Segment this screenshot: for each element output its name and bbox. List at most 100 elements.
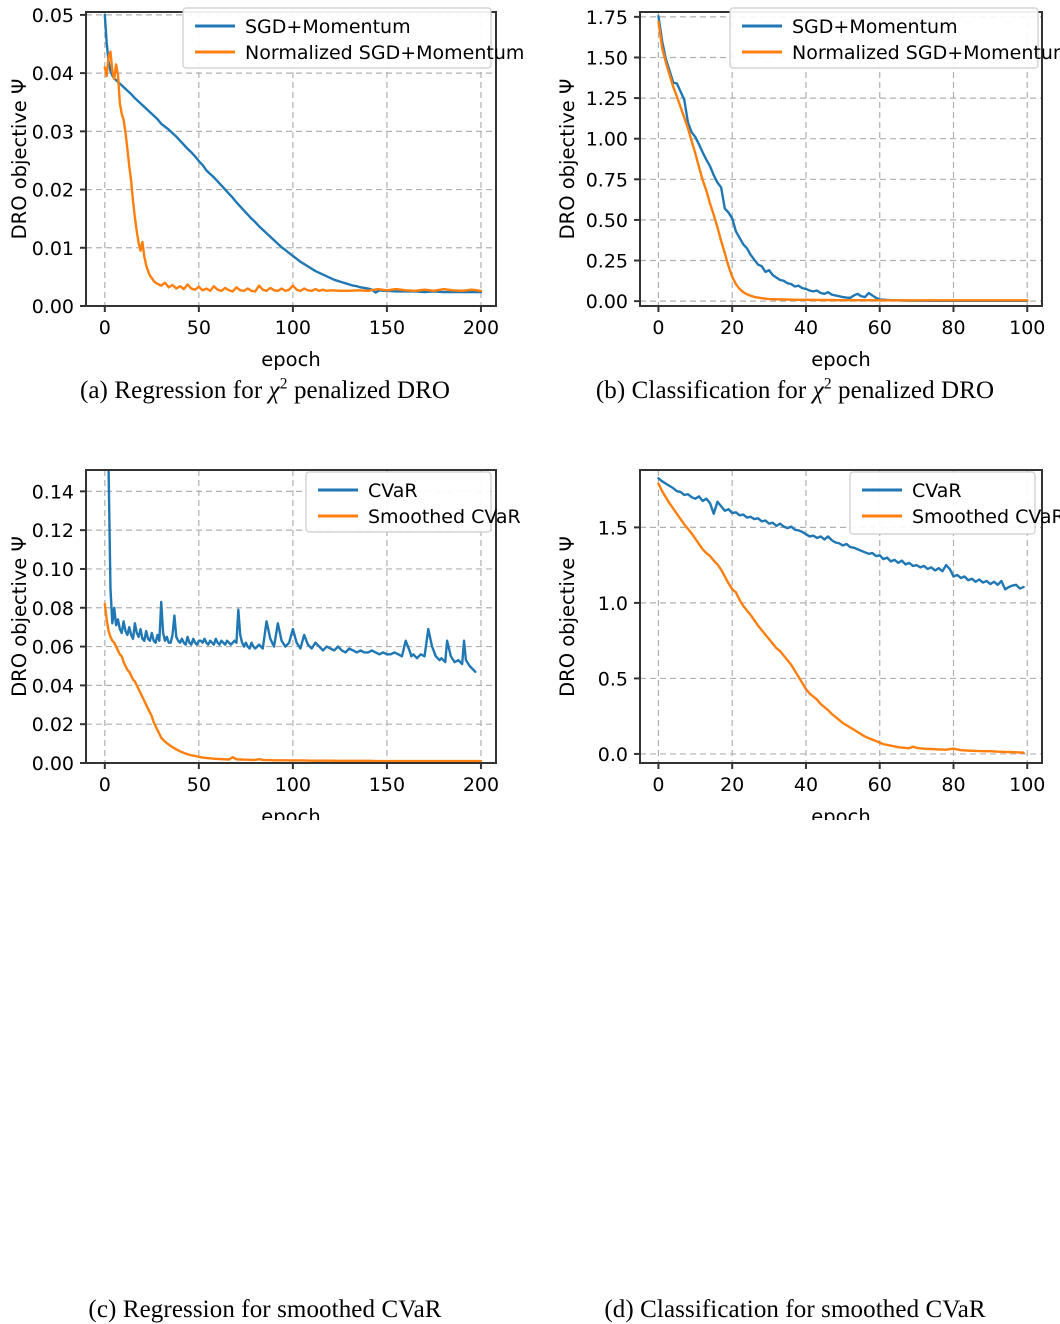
- x-tick-label: 0: [99, 317, 111, 339]
- panel-d: 0 20 40 60 80 100 0.0 0.5 1.0 1.5 epoch DRO objecti…: [530, 450, 1060, 1323]
- y-tick-label: 1.50: [586, 47, 628, 69]
- caption-a-sup: 2: [279, 375, 288, 393]
- y-tick-label: 1.75: [586, 7, 628, 29]
- legend: SGD+Momentum Normalized SGD+Momentum: [182, 7, 524, 69]
- caption-b: (b) Classification for χ2 penalized DRO: [530, 375, 1060, 405]
- x-tick-label: 20: [720, 317, 744, 339]
- x-tick-label: 0: [99, 774, 111, 796]
- series-line-2: [103, 602, 483, 763]
- x-axis-title: epoch: [811, 805, 870, 820]
- x-tick-label: 100: [1009, 317, 1045, 339]
- caption-a-prefix: (a): [79, 377, 108, 404]
- series-line-1: [107, 470, 477, 673]
- x-tick-label: 80: [941, 774, 965, 796]
- y-tick-label: 0.5: [598, 668, 628, 690]
- plot-b: 0 20 40 60 80 100 0.00 0.25 0.50 0.75 1.00 1.25 1.50…: [556, 7, 1060, 370]
- legend-label: SGD+Momentum: [792, 16, 958, 38]
- y-axis-title: DRO objective Ψ: [556, 536, 579, 697]
- y-tick-label: 0.50: [586, 210, 628, 232]
- y-tick-label: 0.00: [586, 291, 628, 313]
- caption-d: (d) Classification for smoothed CVaR: [530, 1296, 1060, 1324]
- series-line-2: [657, 20, 1029, 302]
- x-axis-title: epoch: [261, 348, 320, 370]
- caption-b-main2: penalized DRO: [838, 377, 995, 404]
- series-line-2: [657, 482, 1025, 754]
- y-tick-label: 1.00: [586, 129, 628, 151]
- y-tick-label: 0.04: [32, 63, 74, 85]
- y-tick-label: 0.25: [586, 251, 628, 273]
- caption-b-prefix: (b): [595, 377, 626, 404]
- legend-label: SGD+Momentum: [245, 16, 411, 38]
- y-tick-label: 0.12: [32, 520, 74, 542]
- caption-b-main1: Classification for: [631, 377, 807, 404]
- x-tick-label: 150: [369, 774, 405, 796]
- y-tick-label: 0.00: [32, 753, 74, 775]
- x-axis-title: epoch: [261, 805, 320, 820]
- caption-b-chi: χ: [812, 377, 824, 404]
- x-tick-label: 100: [1009, 774, 1045, 796]
- y-axis-title: DRO objective Ψ: [8, 536, 31, 697]
- x-tick-label: 60: [868, 774, 892, 796]
- panel-b: 0 20 40 60 80 100 0.00 0.25 0.50 0.75 1.00 1.25 1.50…: [530, 0, 1060, 450]
- x-tick-label: 80: [941, 317, 965, 339]
- panel-c: 0 50 100 150 200 0.00 0.02 0.04 0.06 0.08 0.10 0.12…: [0, 450, 530, 1323]
- series-line-1: [657, 477, 1025, 591]
- legend: SGD+Momentum Normalized SGD+Momentum: [729, 7, 1060, 69]
- y-tick-label: 0.08: [32, 598, 74, 620]
- legend-label: CVaR: [368, 480, 418, 502]
- y-tick-label: 0.10: [32, 559, 74, 581]
- x-tick-label: 100: [275, 317, 311, 339]
- axes-frame: [639, 469, 1043, 764]
- caption-a-main2: penalized DRO: [293, 377, 451, 404]
- caption-a-main1: Regression for: [114, 377, 263, 404]
- caption-d-main1: Classification for smoothed CVaR: [640, 1296, 986, 1323]
- panel-a: 0 50 100 150 200 0.00 0.01 0.02 0.03 0.04 0.05 epoc…: [0, 0, 530, 450]
- legend: CVaR Smoothed CVaR: [305, 471, 521, 533]
- y-tick-label: 0.14: [32, 481, 74, 503]
- x-tick-label: 200: [463, 774, 499, 796]
- caption-c-main1: Regression for smoothed CVaR: [122, 1296, 442, 1323]
- y-tick-label: 0.75: [586, 169, 628, 191]
- x-tick-label: 0: [652, 317, 664, 339]
- y-tick-label: 1.0: [598, 593, 628, 615]
- legend-label: Smoothed CVaR: [368, 506, 521, 528]
- legend-label: Smoothed CVaR: [912, 506, 1060, 528]
- caption-c: (c) Regression for smoothed CVaR: [0, 1296, 530, 1324]
- caption-d-prefix: (d): [604, 1296, 634, 1323]
- y-tick-label: 0.01: [32, 238, 74, 260]
- x-tick-label: 200: [463, 317, 499, 339]
- y-tick-label: 0.06: [32, 637, 74, 659]
- x-tick-label: 40: [794, 774, 818, 796]
- y-tick-label: 1.25: [586, 88, 628, 110]
- x-tick-label: 100: [275, 774, 311, 796]
- x-tick-label: 150: [369, 317, 405, 339]
- caption-b-sup: 2: [823, 375, 832, 393]
- x-tick-label: 50: [187, 774, 211, 796]
- x-tick-label: 60: [868, 317, 892, 339]
- y-tick-label: 0.00: [32, 296, 74, 318]
- y-tick-label: 0.02: [32, 180, 74, 202]
- legend-label: Normalized SGD+Momentum: [245, 42, 524, 64]
- y-tick-label: 0.02: [32, 714, 74, 736]
- y-axis-title: DRO objective Ψ: [556, 79, 579, 240]
- series-line-1: [103, 13, 483, 294]
- y-axis-title: DRO objective Ψ: [8, 79, 31, 240]
- caption-c-prefix: (c): [88, 1296, 117, 1323]
- y-tick-label: 0.05: [32, 5, 74, 27]
- series-line-2: [103, 50, 483, 293]
- x-tick-label: 50: [187, 317, 211, 339]
- caption-a-chi: χ: [268, 377, 280, 404]
- legend: CVaR Smoothed CVaR: [849, 471, 1060, 535]
- y-tick-label: 0.04: [32, 675, 74, 697]
- axes-frame: [85, 469, 497, 764]
- y-tick-label: 0.03: [32, 121, 74, 143]
- plot-c: 0 50 100 150 200 0.00 0.02 0.04 0.06 0.08 0.10 0.12…: [8, 469, 521, 820]
- x-tick-label: 0: [652, 774, 664, 796]
- plot-a: 0 50 100 150 200 0.00 0.01 0.02 0.03 0.04 0.05 epoc…: [8, 5, 524, 370]
- x-tick-label: 20: [720, 774, 744, 796]
- x-axis-title: epoch: [811, 348, 870, 370]
- series-line-1: [657, 14, 1029, 302]
- caption-a: (a) Regression for χ2 penalized DRO: [0, 375, 530, 405]
- legend-label: CVaR: [912, 480, 962, 502]
